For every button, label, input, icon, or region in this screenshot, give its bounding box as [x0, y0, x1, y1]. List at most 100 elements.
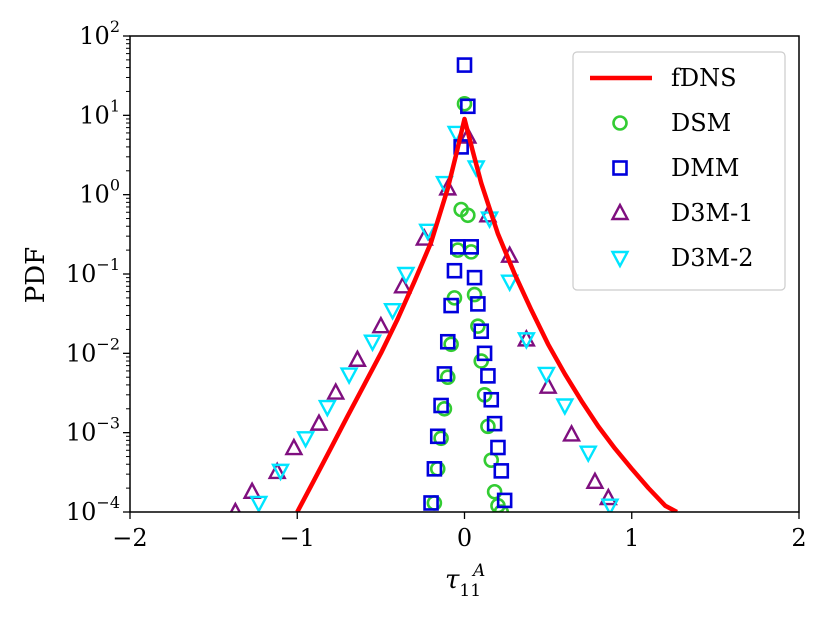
- data-point: [443, 336, 459, 353]
- data-point: [493, 504, 510, 512]
- y-tick-label: 102: [79, 17, 120, 50]
- data-point: [450, 242, 466, 258]
- data-point: [555, 398, 575, 417]
- x-axis-label-subscript: 11: [459, 581, 481, 601]
- data-point: [480, 368, 496, 384]
- data-point: [317, 399, 337, 418]
- data-point: [249, 495, 269, 512]
- data-point: [309, 413, 329, 431]
- data-point: [486, 483, 503, 500]
- data-point: [383, 302, 403, 321]
- y-axis-label: PDF: [21, 247, 51, 303]
- x-axis-label: τ11: [445, 565, 481, 601]
- data-point: [500, 274, 520, 293]
- legend-label: D3M-2: [671, 244, 753, 272]
- data-point: [296, 431, 316, 449]
- data-point: [585, 471, 605, 490]
- y-tick-label: 10−3: [66, 414, 120, 447]
- data-point: [426, 461, 443, 477]
- legend-label: DMM: [671, 154, 739, 182]
- legend-marker-swatch: [612, 115, 628, 131]
- data-point: [470, 318, 486, 334]
- data-point: [436, 400, 453, 417]
- data-point: [433, 397, 449, 414]
- plot-area: [229, 57, 678, 512]
- series-dmm: [423, 57, 513, 511]
- data-point: [496, 492, 513, 509]
- data-point: [456, 57, 473, 73]
- x-tick-label: 1: [624, 524, 639, 552]
- data-point: [418, 223, 438, 242]
- data-point: [271, 463, 291, 482]
- x-axis-label-superscript: A: [471, 561, 485, 581]
- x-tick-label: 2: [791, 524, 806, 552]
- data-point: [600, 498, 620, 512]
- data-point: [439, 333, 456, 350]
- legend-label: DSM: [671, 109, 731, 137]
- legend-marker-swatch: [612, 160, 628, 176]
- data-point: [429, 428, 446, 445]
- y-tick-label: 10−1: [66, 255, 120, 288]
- data-point: [446, 262, 463, 279]
- data-point: [460, 207, 476, 224]
- data-point: [460, 98, 476, 115]
- data-point: [436, 366, 453, 382]
- data-point: [578, 445, 598, 464]
- data-point: [242, 481, 262, 499]
- data-point: [326, 382, 346, 400]
- data-point: [473, 323, 490, 340]
- data-point: [393, 275, 413, 294]
- legend-marker-swatch: [610, 250, 630, 269]
- data-point: [443, 297, 459, 314]
- data-point: [476, 345, 493, 362]
- data-point: [363, 334, 383, 353]
- data-point: [463, 244, 479, 260]
- data-point: [466, 286, 483, 303]
- data-point: [598, 487, 618, 506]
- axes: −2 −1 0 1 2 10−4 10−3 10−2 10−1 100 101 102: [66, 17, 807, 552]
- series-d3m-1: [229, 126, 618, 512]
- y-tick-label: 100: [79, 176, 120, 209]
- data-point: [536, 366, 556, 385]
- data-point: [456, 95, 473, 112]
- legend: fDNS DSM DMM D3M-1 D3M-2: [572, 51, 786, 291]
- data-point: [466, 269, 483, 286]
- data-point: [429, 461, 446, 477]
- data-point: [493, 463, 510, 479]
- data-point: [490, 439, 506, 456]
- data-point: [483, 391, 500, 408]
- data-point: [516, 332, 536, 350]
- data-point: [396, 266, 416, 285]
- data-point: [229, 501, 242, 512]
- data-point: [339, 367, 359, 386]
- data-point: [463, 239, 479, 255]
- legend-label: fDNS: [671, 64, 737, 92]
- data-point: [426, 495, 443, 511]
- y-tick-label: 10−4: [66, 493, 120, 526]
- data-point: [562, 423, 582, 442]
- data-point: [347, 349, 367, 367]
- data-point: [433, 430, 449, 447]
- y-tick-label: 101: [79, 96, 120, 129]
- x-tick-label: 0: [457, 524, 472, 552]
- data-point: [371, 315, 391, 334]
- data-point: [470, 296, 486, 312]
- data-point: [284, 437, 304, 456]
- legend-box: [572, 51, 786, 291]
- data-point: [267, 461, 287, 480]
- data-point: [486, 415, 503, 432]
- data-point: [439, 369, 456, 386]
- data-point: [423, 495, 439, 511]
- series-dsm: [426, 95, 510, 512]
- series-d3m-2: [249, 125, 620, 512]
- x-tick-label: −1: [280, 524, 315, 552]
- y-tick-label: 10−2: [66, 334, 120, 367]
- series-line: [295, 116, 678, 512]
- data-point: [538, 376, 558, 394]
- x-axis-label-symbol: τ: [445, 565, 460, 595]
- legend-marker-swatch: [610, 202, 630, 221]
- series-fdns: [295, 116, 678, 512]
- legend-label: D3M-1: [671, 199, 753, 227]
- x-tick-label: −2: [112, 524, 147, 552]
